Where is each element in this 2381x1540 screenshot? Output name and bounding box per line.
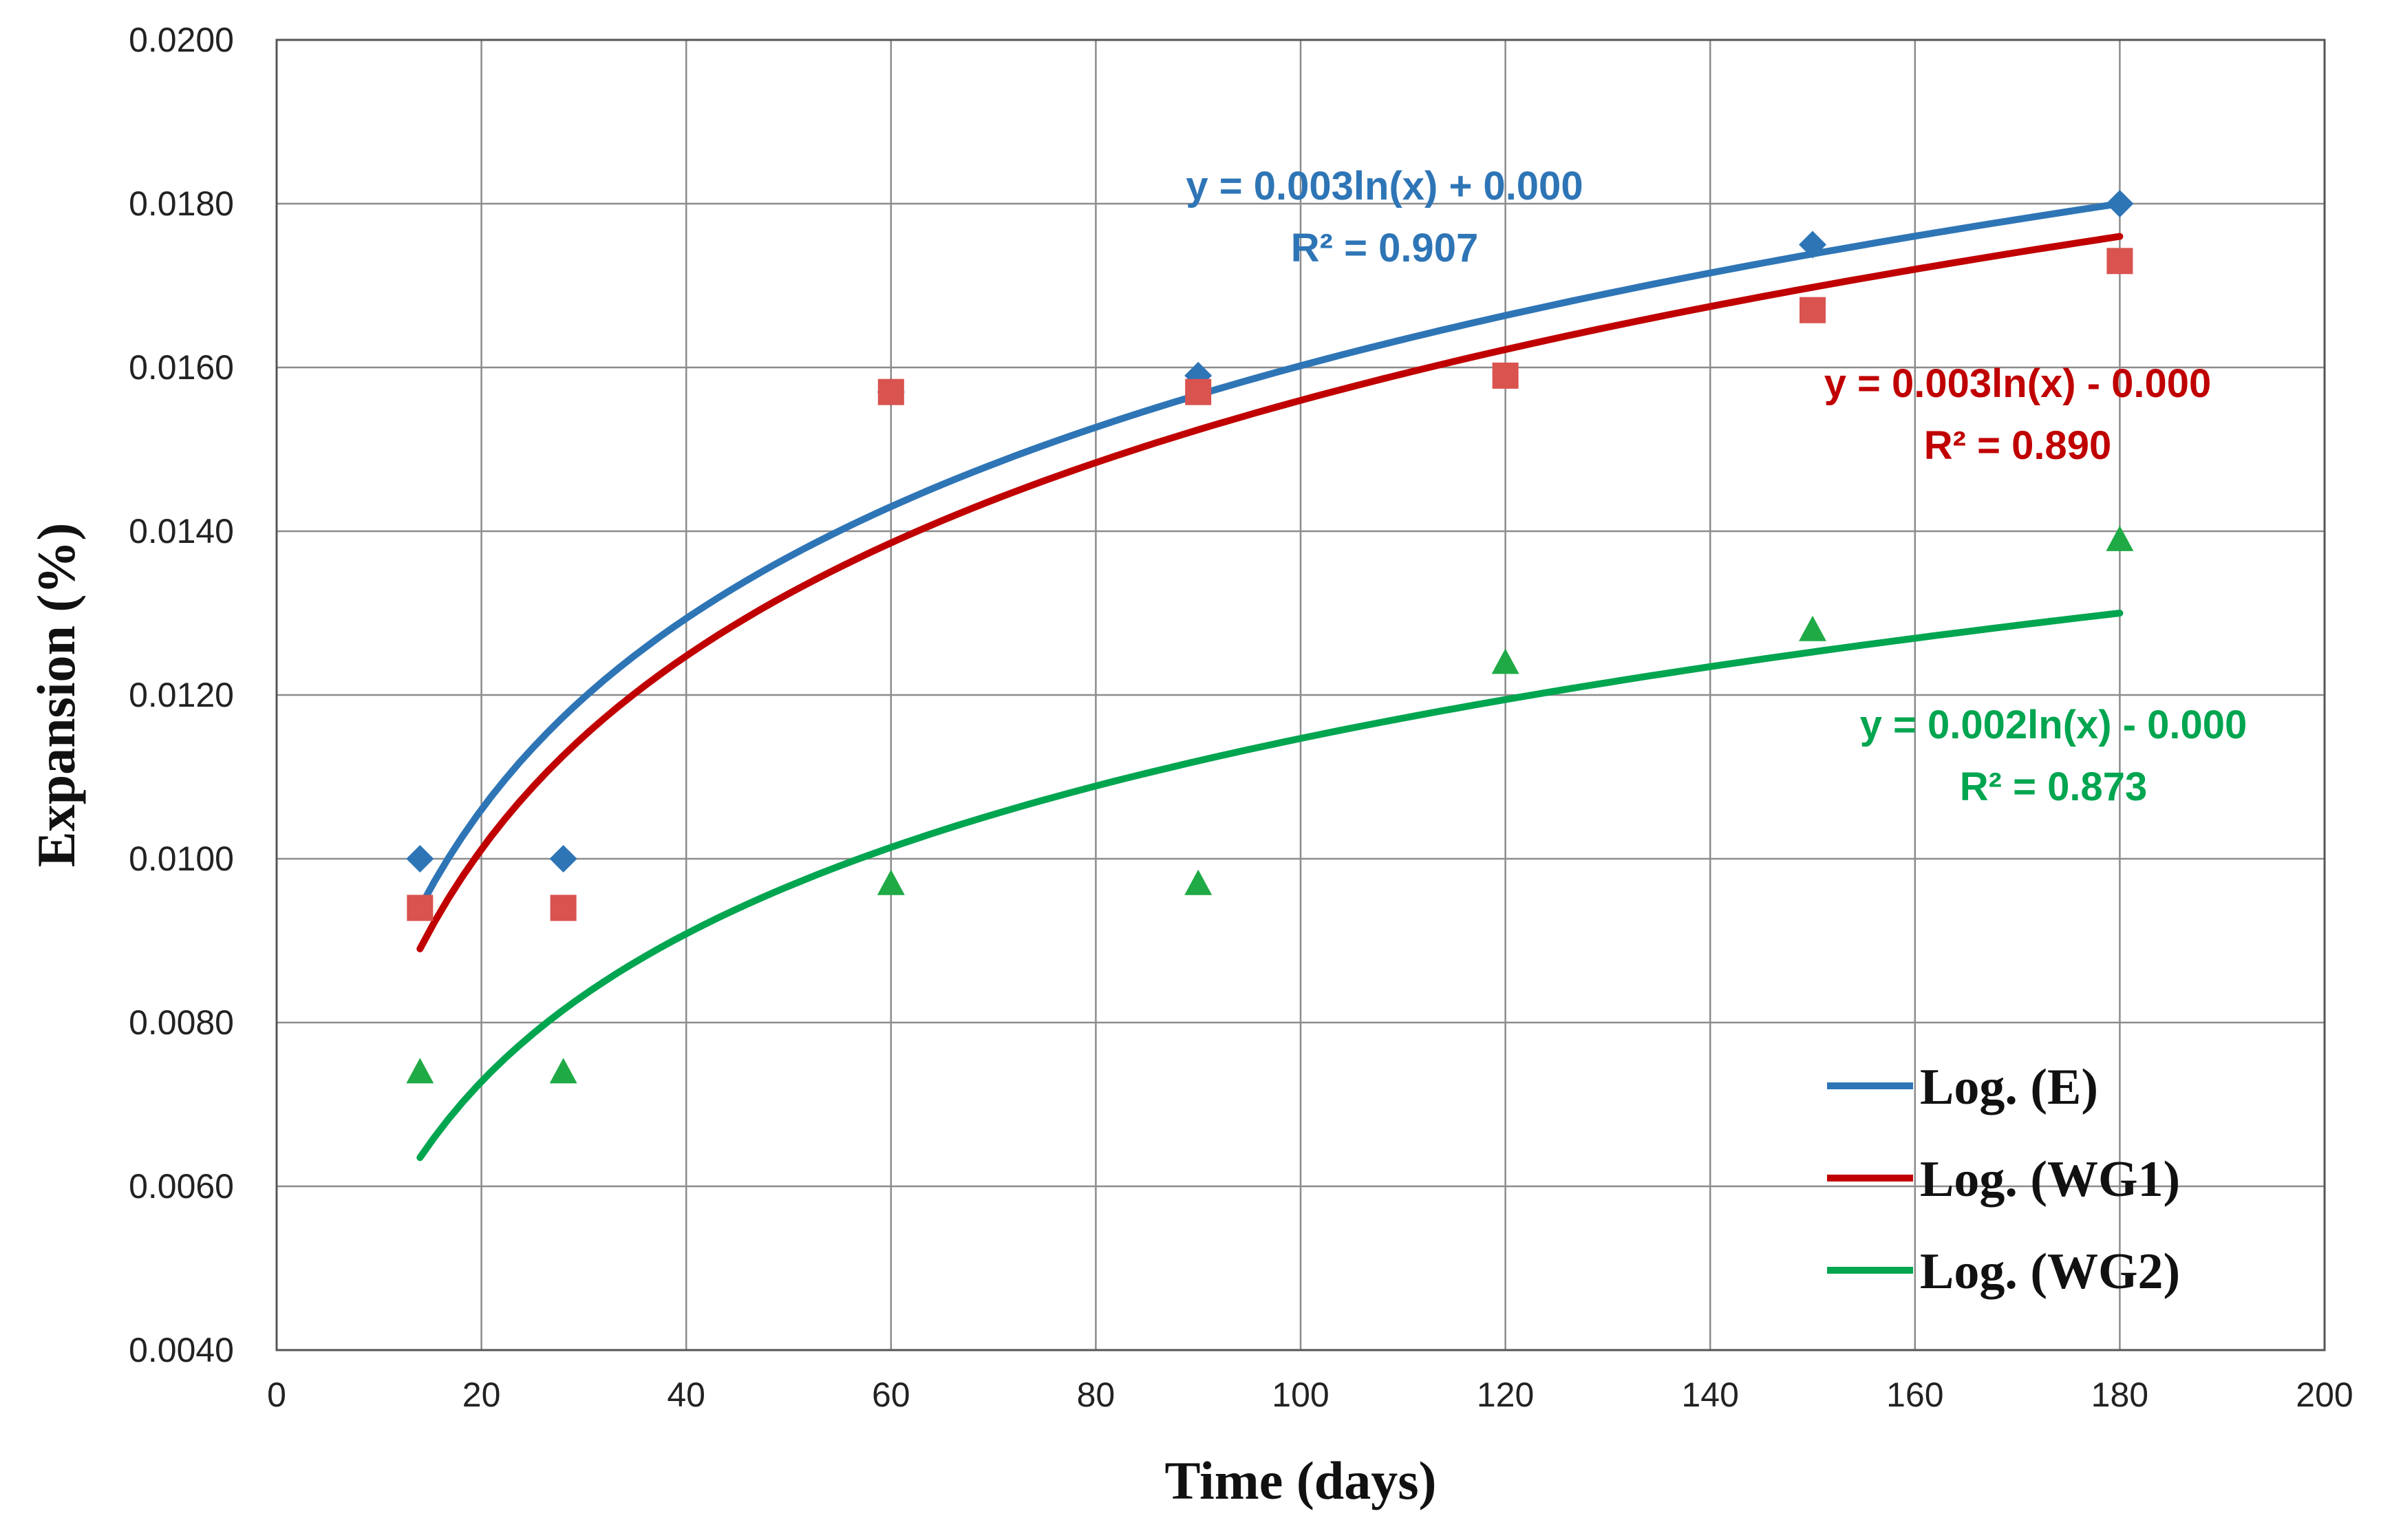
plot-area-frame xyxy=(275,39,2326,1351)
data-point-wg2 xyxy=(877,869,905,895)
data-markers xyxy=(406,190,2134,1084)
x-axis-title: Time (days) xyxy=(1164,1451,1436,1510)
x-tick-label: 60 xyxy=(872,1376,910,1414)
r2-e: R² = 0.907 xyxy=(1291,226,1478,270)
x-tick-label: 100 xyxy=(1272,1376,1329,1414)
x-tick-label: 120 xyxy=(1477,1376,1534,1414)
data-point-wg1 xyxy=(407,895,434,921)
trend-line-wg2 xyxy=(416,610,2124,1162)
legend: Log. (E) Log. (WG1) Log. (WG2) xyxy=(1827,1059,2180,1300)
data-point-wg2 xyxy=(1799,615,1826,641)
y-tick-label: 0.0200 xyxy=(129,21,234,59)
data-point-wg2 xyxy=(1184,869,1213,895)
x-tick-label: 40 xyxy=(667,1376,705,1414)
data-point-wg1 xyxy=(1185,378,1212,405)
x-tick-label: 160 xyxy=(1886,1376,1943,1414)
y-tick-label: 0.0100 xyxy=(129,839,234,878)
equation-wg2: y = 0.002ln(x) - 0.000 xyxy=(1860,703,2247,747)
data-point-wg2 xyxy=(549,1058,577,1084)
trend-line-wg1 xyxy=(416,233,2124,952)
data-point-e xyxy=(406,845,434,873)
legend-label-wg1: Log. (WG1) xyxy=(1920,1151,2180,1208)
y-tick-label: 0.0120 xyxy=(129,676,234,714)
y-axis-title: Expansion (%) xyxy=(26,523,86,868)
data-point-wg1 xyxy=(2106,248,2133,275)
x-tick-label: 0 xyxy=(267,1376,286,1414)
trend-lines xyxy=(416,200,2124,1162)
data-point-wg1 xyxy=(1800,297,1826,323)
data-point-wg2 xyxy=(406,1058,434,1084)
y-tick-label: 0.0160 xyxy=(129,348,234,387)
data-point-wg1 xyxy=(1492,362,1519,389)
equation-e: y = 0.003ln(x) + 0.000 xyxy=(1186,164,1583,208)
y-tick-labels: 0.0040 0.0060 0.0080 0.0100 0.0120 0.0140 0.01… xyxy=(129,21,234,1369)
legend-label-wg2: Log. (WG2) xyxy=(1920,1243,2180,1300)
y-tick-label: 0.0060 xyxy=(129,1167,234,1206)
x-tick-label: 20 xyxy=(462,1376,501,1414)
r2-wg2: R² = 0.873 xyxy=(1960,764,2147,809)
data-point-wg1 xyxy=(550,895,577,921)
trend-line-e xyxy=(416,200,2124,912)
data-point-e xyxy=(549,845,577,873)
data-point-e xyxy=(2106,190,2134,217)
r2-wg1: R² = 0.890 xyxy=(1924,423,2111,468)
data-point-wg1 xyxy=(877,378,904,405)
legend-label-e: Log. (E) xyxy=(1920,1059,2098,1115)
x-tick-label: 200 xyxy=(2296,1376,2353,1414)
y-tick-label: 0.0040 xyxy=(129,1331,234,1369)
x-tick-labels: 0 20 40 60 80 100 120 140 160 180 200 xyxy=(267,1376,2353,1414)
data-point-e xyxy=(1799,231,1826,259)
x-tick-label: 80 xyxy=(1077,1376,1115,1414)
data-point-wg2 xyxy=(2106,525,2134,551)
equation-wg1: y = 0.003ln(x) - 0.000 xyxy=(1824,361,2212,406)
data-point-wg2 xyxy=(1491,648,1519,674)
y-tick-label: 0.0180 xyxy=(129,184,234,223)
y-tick-label: 0.0140 xyxy=(129,512,234,550)
x-tick-label: 180 xyxy=(2091,1376,2148,1414)
x-tick-label: 140 xyxy=(1681,1376,1738,1414)
y-tick-label: 0.0080 xyxy=(129,1003,234,1042)
